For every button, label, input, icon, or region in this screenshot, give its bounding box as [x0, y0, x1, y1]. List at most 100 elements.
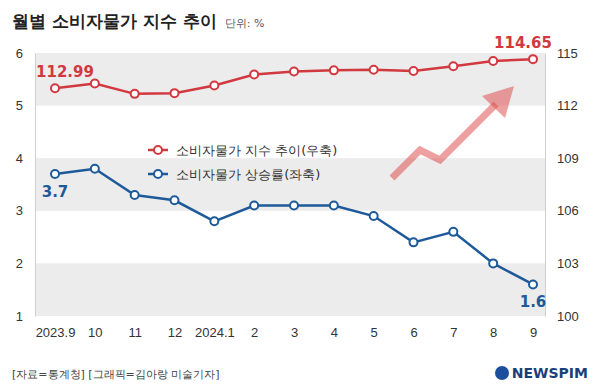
x-tick-label: 4 — [331, 325, 338, 340]
series-marker — [171, 196, 179, 204]
grid — [35, 53, 545, 316]
series-marker — [210, 81, 218, 89]
y2-tick: 103 — [545, 256, 579, 271]
x-tick: 8 — [490, 316, 497, 340]
legend-marker — [154, 146, 162, 154]
series-marker — [250, 202, 258, 210]
y2-tick-label: 115 — [557, 46, 578, 61]
series-marker — [489, 57, 497, 65]
grid-band — [35, 158, 545, 211]
y-tick-label: 1 — [16, 309, 23, 324]
y2-tick-label: 103 — [557, 256, 579, 271]
series-line — [55, 169, 533, 285]
y2-tick-label: 100 — [557, 309, 579, 324]
x-tick-label: 8 — [490, 325, 497, 340]
x-axis: 2023.9 10 11 12 2024.1 2 3 4 5 6 7 8 9 — [36, 316, 538, 340]
data-labels: 112.99 114.65 3.7 1.6 — [36, 34, 552, 311]
x-tick: 4 — [331, 316, 338, 340]
x-tick-label: 6 — [410, 325, 417, 340]
y2-tick-label: 109 — [557, 151, 579, 166]
legend-entry: 소비자물가 상승률(좌축) — [148, 167, 320, 182]
series-marker — [290, 202, 298, 210]
decor-arrow-line — [392, 104, 496, 178]
x-tick: 10 — [88, 316, 102, 340]
y-tick-label: 2 — [16, 256, 23, 271]
chart: 월별 소비자물가 지수 추이단위: %123456100103106109112… — [0, 0, 600, 390]
x-tick: 3 — [291, 316, 298, 340]
data-label: 1.6 — [520, 293, 547, 311]
x-tick: 2023.9 — [36, 316, 76, 340]
x-tick-label: 7 — [450, 325, 457, 340]
logo-icon — [495, 366, 509, 380]
series-marker — [529, 280, 537, 288]
y2-axis-line — [545, 54, 546, 317]
x-axis-line — [56, 316, 534, 317]
series-marker — [91, 165, 99, 173]
y2-axis: 100 103 106 109 112 115 — [545, 46, 579, 324]
y-tick: 1 — [16, 309, 35, 324]
y-tick: 3 — [16, 203, 35, 218]
series-marker — [489, 259, 497, 267]
y-tick: 5 — [16, 98, 35, 113]
x-tick-label: 3 — [291, 325, 298, 340]
series-marker — [449, 62, 457, 70]
legend-marker — [154, 170, 162, 178]
x-tick-label: 10 — [88, 325, 102, 340]
y2-tick: 109 — [545, 151, 579, 166]
data-label: 114.65 — [494, 34, 552, 52]
plot-area — [51, 55, 537, 288]
y2-tick: 106 — [545, 203, 579, 218]
series-marker — [449, 228, 457, 236]
series-marker — [131, 191, 139, 199]
series-marker — [370, 66, 378, 74]
y2-tick: 100 — [545, 309, 579, 324]
x-tick-label: 2023.9 — [36, 325, 76, 340]
series-marker — [290, 68, 298, 76]
y-tick: 2 — [16, 256, 35, 271]
y-axis-line — [35, 54, 36, 317]
y2-tick-label: 112 — [557, 98, 578, 113]
x-tick: 2 — [251, 316, 258, 340]
series-line — [55, 59, 533, 94]
x-tick: 12 — [168, 316, 182, 340]
y2-tick: 112 — [545, 98, 578, 113]
y-tick-label: 6 — [16, 46, 23, 61]
y-tick: 6 — [16, 46, 35, 61]
series-marker — [210, 217, 218, 225]
grid-band — [35, 263, 545, 316]
decor-arrow — [392, 86, 514, 178]
logo: NEWSPIM — [512, 365, 588, 381]
series-marker — [330, 66, 338, 74]
x-tick: 6 — [410, 316, 417, 340]
y-axis: 123456 — [16, 46, 36, 324]
series-marker — [131, 90, 139, 98]
data-label: 112.99 — [36, 63, 94, 81]
source: [자료=통계청] [그래픽=김아랑 미술기자] — [12, 368, 220, 381]
y2-tick-label: 106 — [557, 203, 579, 218]
series-marker — [370, 212, 378, 220]
data-label: 3.7 — [42, 183, 69, 201]
legend-label: 소비자물가 지수 추이(우축) — [176, 143, 337, 158]
title: 월별 소비자물가 지수 추이 — [12, 11, 217, 31]
legend: 소비자물가 지수 추이(우축) 소비자물가 상승률(좌축) — [148, 143, 337, 182]
grid-band — [35, 53, 545, 106]
legend-label: 소비자물가 상승률(좌축) — [176, 167, 320, 182]
x-tick: 7 — [450, 316, 457, 340]
x-tick: 9 — [530, 316, 537, 340]
series-marker — [171, 89, 179, 97]
series-marker — [330, 202, 338, 210]
x-tick-label: 2024.1 — [195, 325, 235, 340]
series-marker — [529, 55, 537, 63]
decor-arrow-head — [482, 86, 514, 118]
x-tick-label: 5 — [371, 325, 378, 340]
series-marker — [51, 170, 59, 178]
x-tick: 5 — [371, 316, 378, 340]
x-tick-label: 11 — [128, 325, 142, 340]
x-tick-label: 9 — [530, 325, 537, 340]
x-tick-label: 2 — [251, 325, 258, 340]
y-tick-label: 5 — [16, 98, 23, 113]
series-marker — [410, 238, 418, 246]
series-marker — [410, 67, 418, 75]
series-marker — [51, 84, 59, 92]
series-marker — [250, 71, 258, 79]
